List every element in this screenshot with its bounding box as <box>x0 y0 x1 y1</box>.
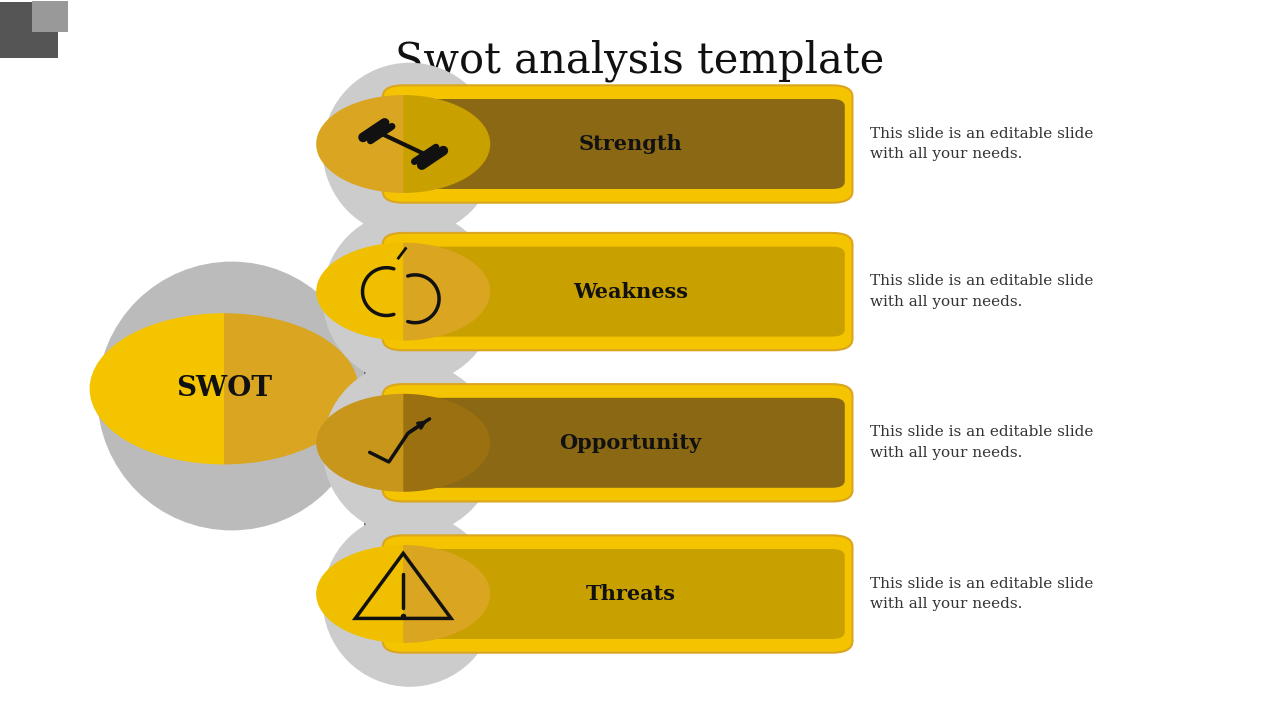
Circle shape <box>355 437 375 449</box>
Wedge shape <box>403 545 490 643</box>
FancyBboxPatch shape <box>416 99 845 189</box>
Ellipse shape <box>323 210 497 384</box>
FancyBboxPatch shape <box>0 2 58 58</box>
Circle shape <box>355 138 375 150</box>
Text: Threats: Threats <box>585 584 676 604</box>
Text: Weakness: Weakness <box>573 282 687 302</box>
Wedge shape <box>90 313 224 464</box>
Text: Swot analysis template: Swot analysis template <box>396 40 884 83</box>
Wedge shape <box>316 394 403 492</box>
Wedge shape <box>224 313 358 464</box>
Ellipse shape <box>323 513 497 687</box>
Circle shape <box>355 588 375 600</box>
FancyBboxPatch shape <box>416 246 845 337</box>
Wedge shape <box>403 394 490 492</box>
Text: This slide is an editable slide
with all your needs.: This slide is an editable slide with all… <box>870 127 1094 161</box>
Text: Strength: Strength <box>579 134 682 154</box>
FancyBboxPatch shape <box>416 549 845 639</box>
Wedge shape <box>403 95 490 193</box>
Text: Opportunity: Opportunity <box>559 433 701 453</box>
FancyBboxPatch shape <box>383 536 852 652</box>
Text: This slide is an editable slide
with all your needs.: This slide is an editable slide with all… <box>870 274 1094 309</box>
FancyBboxPatch shape <box>416 397 845 488</box>
Wedge shape <box>316 95 403 193</box>
FancyBboxPatch shape <box>383 85 852 202</box>
Wedge shape <box>316 243 403 341</box>
Wedge shape <box>316 545 403 643</box>
Ellipse shape <box>323 63 497 237</box>
Text: This slide is an editable slide
with all your needs.: This slide is an editable slide with all… <box>870 426 1094 460</box>
Text: SWOT: SWOT <box>177 375 273 402</box>
Ellipse shape <box>323 361 497 536</box>
Ellipse shape <box>97 261 366 531</box>
Circle shape <box>355 286 375 297</box>
FancyBboxPatch shape <box>383 384 852 501</box>
Text: This slide is an editable slide
with all your needs.: This slide is an editable slide with all… <box>870 577 1094 611</box>
Wedge shape <box>403 243 490 341</box>
FancyBboxPatch shape <box>32 1 68 32</box>
FancyBboxPatch shape <box>383 233 852 351</box>
